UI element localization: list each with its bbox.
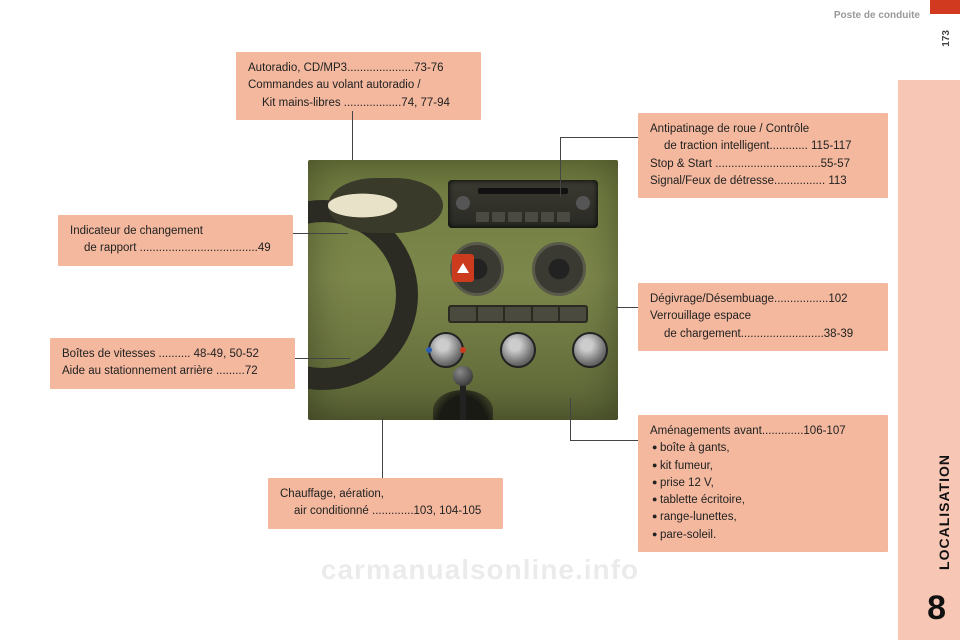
instrument-cluster [328, 178, 443, 233]
list-item: boîte à gants, [652, 440, 876, 457]
hazard-button-icon [452, 254, 474, 282]
text: Boîtes de vitesses .......... 48-49, 50-… [62, 348, 259, 360]
page-number: 173 [941, 30, 952, 47]
cd-slot [478, 188, 568, 194]
callout-gearbox: Boîtes de vitesses .......... 48-49, 50-… [50, 338, 295, 389]
dashboard-illustration [308, 160, 618, 420]
list-item: prise 12 V, [652, 475, 876, 492]
text: Aide au stationnement arrière .........7… [62, 365, 258, 377]
leader-line [293, 233, 348, 234]
text: Kit mains-libres ..................74, 7… [248, 95, 469, 112]
chapter-number: 8 [927, 589, 946, 628]
leader-line [570, 440, 638, 441]
knob-fan [500, 332, 536, 368]
callout-hvac: Chauffage, aération, air conditionné ...… [268, 478, 503, 529]
leader-line [295, 358, 350, 359]
leader-line [352, 111, 353, 160]
switch-row [448, 305, 588, 323]
text: Stop & Start ...........................… [650, 158, 850, 170]
leader-line [382, 418, 383, 478]
callout-audio: Autoradio, CD/MP3.....................73… [236, 52, 481, 120]
text: Dégivrage/Désembuage.................102 [650, 293, 848, 305]
text: de traction intelligent............ 115-… [650, 138, 876, 155]
text: de rapport .............................… [70, 240, 281, 257]
knob-mode [572, 332, 608, 368]
leader-line [570, 398, 571, 440]
radio-unit [448, 180, 598, 228]
page-header: Poste de conduite [834, 10, 920, 21]
text: Verrouillage espace [650, 310, 751, 322]
gear-shifter [433, 360, 493, 420]
list-item: tablette écritoire, [652, 492, 876, 509]
watermark: carmanualsonline.info [0, 554, 960, 586]
storage-list: boîte à gants, kit fumeur, prise 12 V, t… [650, 440, 876, 544]
radio-buttons [476, 212, 570, 222]
list-item: pare-soleil. [652, 527, 876, 544]
text: Indicateur de changement [70, 225, 203, 237]
leader-line [616, 307, 638, 308]
text: Aménagements avant.............106-107 [650, 425, 846, 437]
callout-gear-indicator: Indicateur de changement de rapport ....… [58, 215, 293, 266]
list-item: kit fumeur, [652, 458, 876, 475]
text: Antipatinage de roue / Contrôle [650, 123, 809, 135]
leader-line [560, 137, 561, 197]
callout-storage: Aménagements avant.............106-107 b… [638, 415, 888, 552]
text: Commandes au volant autoradio / [248, 79, 421, 91]
text: Autoradio, CD/MP3.....................73… [248, 62, 444, 74]
vent-right [532, 242, 586, 296]
section-label: LOCALISATION [936, 454, 952, 570]
corner-stripe [930, 0, 960, 14]
manual-page: Poste de conduite 173 LOCALISATION 8 [0, 0, 960, 640]
list-item: range-lunettes, [652, 509, 876, 526]
leader-line [560, 137, 638, 138]
text: Signal/Feux de détresse................ … [650, 175, 847, 187]
callout-defrost: Dégivrage/Désembuage.................102… [638, 283, 888, 351]
text: de chargement..........................3… [650, 326, 876, 343]
text: Chauffage, aération, [280, 488, 384, 500]
callout-asr: Antipatinage de roue / Contrôle de tract… [638, 113, 888, 198]
text: air conditionné .............103, 104-10… [280, 503, 491, 520]
